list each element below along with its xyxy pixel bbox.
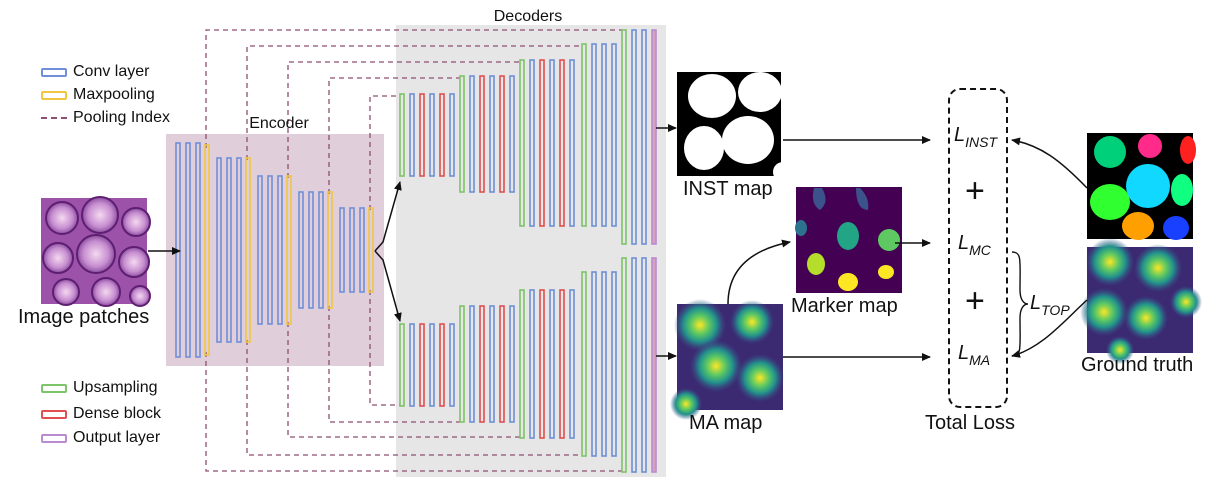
encoder-layers [175, 142, 374, 358]
loss-top: LTOP [1030, 292, 1070, 318]
inst-map-label: INST map [683, 178, 773, 200]
loss-ma: LMA [958, 342, 990, 368]
decoders-label: Decoders [494, 8, 562, 25]
legend-upsampling-label: Upsampling [73, 379, 158, 396]
pooling-index-connections [205, 29, 622, 472]
decoder-bottom-layers [399, 257, 657, 473]
image-patches-label: Image patches [18, 306, 150, 328]
input-image-patch [41, 196, 151, 307]
legend-pooling-index-label: Pooling Index [73, 109, 170, 126]
ground-truth-ma-image [1080, 238, 1202, 364]
ma-map-label: MA map [689, 412, 763, 434]
marker-map-label: Marker map [791, 295, 898, 317]
legend-pooling-index: Pooling Index [41, 108, 170, 128]
loss-inst: LINST [954, 124, 997, 150]
decoder-background [396, 25, 666, 477]
loss-inst-subscript: INST [965, 134, 998, 150]
encoder-label: Encoder [249, 115, 309, 132]
plus-sign-2: + [965, 282, 985, 320]
upsampling-swatch [41, 383, 67, 393]
maxpooling-swatch [41, 90, 67, 100]
total-loss-box [948, 88, 1008, 408]
plus-sign-1: + [965, 172, 985, 210]
loss-top-symbol: L [1030, 292, 1042, 314]
ma-map-image [670, 299, 784, 420]
legend-maxpooling-label: Maxpooling [73, 86, 155, 103]
conv-layer-swatch [41, 67, 67, 77]
pooling-index-swatch [41, 117, 67, 119]
loss-mc: LMC [958, 232, 991, 258]
ground-truth-instance-image [1087, 133, 1196, 240]
ground-truth-label: Ground truth [1081, 354, 1194, 376]
legend-dense-block-label: Dense block [73, 405, 162, 422]
legend-output-layer-label: Output layer [73, 429, 161, 446]
inst-map-image [677, 72, 793, 182]
loss-inst-symbol: L [954, 124, 966, 146]
legend-maxpooling: Maxpooling [41, 85, 155, 105]
flow-arrows [148, 124, 1088, 361]
decoder-top-layers [399, 29, 657, 245]
marker-map-image [795, 187, 902, 293]
loss-ma-symbol: L [958, 342, 970, 364]
legend-dense-block: Dense block [41, 404, 161, 424]
dense-block-swatch [41, 409, 67, 419]
loss-mc-subscript: MC [969, 242, 991, 258]
total-loss-label: Total Loss [925, 412, 1016, 434]
loss-ma-subscript: MA [969, 352, 991, 368]
output-layer-swatch [41, 433, 67, 443]
legend-conv-layer-label: Conv layer [73, 63, 150, 80]
legend-output-layer: Output layer [41, 428, 160, 448]
legend-conv-layer: Conv layer [41, 62, 149, 82]
loss-mc-symbol: L [958, 232, 970, 254]
loss-top-subscript: TOP [1041, 302, 1070, 318]
legend-upsampling: Upsampling [41, 378, 157, 398]
encoder-background [166, 134, 384, 366]
